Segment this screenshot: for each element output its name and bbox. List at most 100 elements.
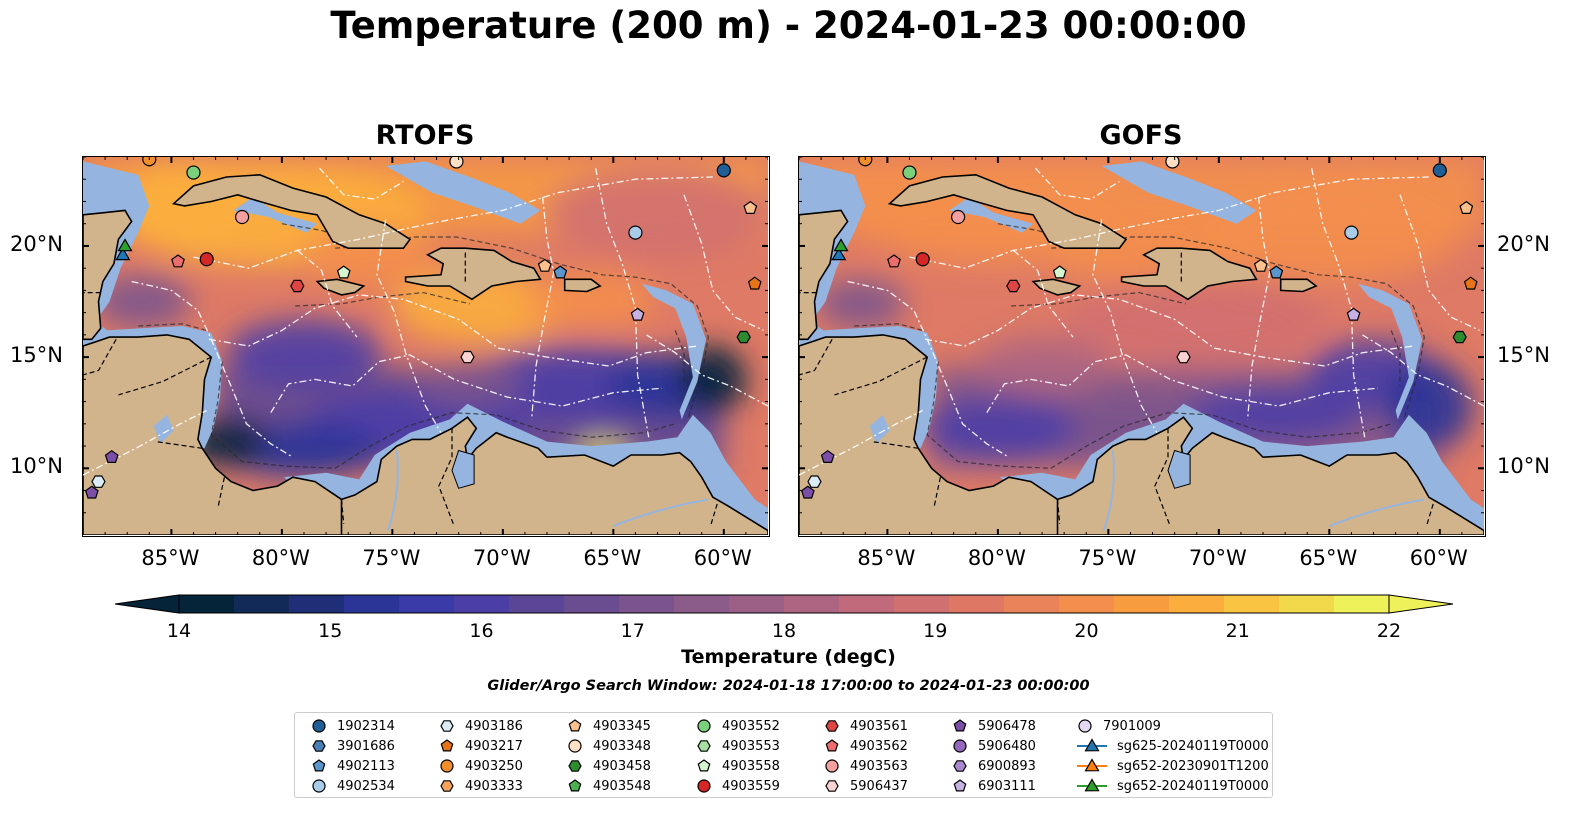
land	[404, 247, 542, 301]
river	[612, 498, 709, 528]
land	[1056, 416, 1484, 535]
land	[799, 209, 849, 341]
float-marker	[91, 475, 106, 488]
map-rtofs-svg	[83, 157, 768, 535]
float-marker	[84, 485, 99, 499]
lon-tick-label: 75°W	[1078, 546, 1137, 570]
float-marker	[887, 254, 901, 268]
legend-item: 4903559	[694, 777, 780, 795]
float-marker	[902, 165, 917, 180]
legend-marker	[568, 719, 582, 732]
colorbar-tick-label: 20	[1074, 620, 1099, 642]
legend-item: 4903348	[565, 737, 651, 755]
land	[315, 278, 366, 296]
land	[1031, 278, 1082, 296]
eez-boundary	[924, 294, 1414, 367]
float-marker	[630, 307, 645, 321]
legend-symbol	[440, 739, 454, 752]
legend-symbol	[953, 760, 967, 772]
eez-boundary	[376, 219, 442, 434]
country-border	[438, 428, 455, 527]
float-marker	[747, 276, 762, 290]
legend-label: 4903563	[850, 758, 908, 774]
colorbar-segment	[839, 595, 895, 613]
legend-label: 4903348	[593, 738, 651, 754]
eez-boundary	[270, 354, 662, 414]
colorbar-segment	[729, 595, 785, 613]
legend-label: 4903548	[593, 778, 651, 794]
legend-item: 4903186	[437, 717, 523, 735]
legend-label: 4903562	[850, 738, 908, 754]
colorbar-tick-label: 16	[469, 620, 494, 642]
legend-symbol	[953, 739, 967, 753]
legend-marker	[1077, 758, 1107, 772]
float-marker	[1463, 276, 1478, 290]
colorbar-segment	[1114, 595, 1170, 613]
legend-symbol	[312, 759, 326, 772]
legend-triangle	[1084, 758, 1100, 772]
legend-symbol	[440, 780, 454, 792]
legend-marker	[697, 759, 711, 772]
figure-title: Temperature (200 m) - 2024-01-23 00:00:0…	[330, 4, 1247, 47]
temperature-patch	[1196, 183, 1462, 282]
legend-item: 4903217	[437, 737, 523, 755]
eez-boundary	[1034, 167, 1120, 200]
legend-label: 4903250	[465, 758, 523, 774]
search-window-text: Glider/Argo Search Window: 2024-01-18 17…	[487, 678, 1090, 694]
legend-symbol	[825, 739, 839, 752]
legend-marker	[697, 740, 711, 752]
legend-label: 4903186	[465, 718, 523, 734]
depth-contour	[210, 361, 676, 469]
legend-item: 4903333	[437, 777, 523, 795]
legend-label: 4902113	[337, 758, 395, 774]
lake-nicaragua	[869, 414, 890, 444]
colorbar-extend-high	[1388, 594, 1454, 614]
legend-item: 5906478	[950, 717, 1036, 735]
colorbar-tick-label: 19	[923, 620, 948, 642]
country-border	[933, 477, 941, 509]
legend-item: 4902113	[309, 757, 395, 775]
float-marker	[831, 247, 847, 261]
legend-item: 4903562	[822, 737, 908, 755]
river	[386, 450, 399, 531]
legend-marker	[825, 759, 839, 773]
colorbar-segment	[344, 595, 400, 613]
legend-label: 4903217	[465, 738, 523, 754]
land	[563, 278, 602, 293]
legend-item: 4903553	[694, 737, 780, 755]
colorbar-segment	[894, 595, 950, 613]
float-marker	[743, 200, 758, 215]
lon-tick-label: 85°W	[141, 546, 200, 570]
float-marker	[171, 254, 185, 268]
colorbar-segment	[1279, 595, 1335, 613]
eez-boundary	[1246, 196, 1271, 420]
legend-label: 5906437	[850, 778, 908, 794]
colorbar-segment	[1059, 595, 1115, 613]
legend-marker	[953, 719, 967, 732]
colorbar-segment	[619, 595, 675, 613]
legend-item: 4903345	[565, 717, 651, 735]
eez-boundary	[296, 249, 358, 338]
temperature-patch	[975, 337, 1109, 395]
shallow-shelf	[1358, 283, 1423, 420]
legend-item: 4903563	[822, 757, 908, 775]
temperature-patch	[1064, 277, 1330, 367]
temperature-patch	[392, 268, 570, 344]
lake-maracaibo	[1167, 449, 1191, 489]
legend-symbol	[312, 779, 326, 793]
legend-marker	[440, 759, 454, 773]
float-marker	[736, 330, 751, 344]
colorbar-segment	[1224, 595, 1280, 613]
float-marker	[1459, 200, 1474, 215]
colorbar-segment	[399, 595, 455, 613]
float-marker	[1432, 163, 1447, 178]
colorbar-extend-low	[115, 594, 180, 614]
eez-boundary	[799, 409, 923, 476]
country-border	[1056, 499, 1061, 524]
eez-boundary	[193, 176, 713, 269]
colorbar-tick-label: 15	[318, 620, 343, 642]
legend-symbol	[568, 719, 582, 732]
legend-label: 4903559	[722, 778, 780, 794]
legend-label: 4903345	[593, 718, 651, 734]
legend-item: 4903558	[694, 757, 780, 775]
